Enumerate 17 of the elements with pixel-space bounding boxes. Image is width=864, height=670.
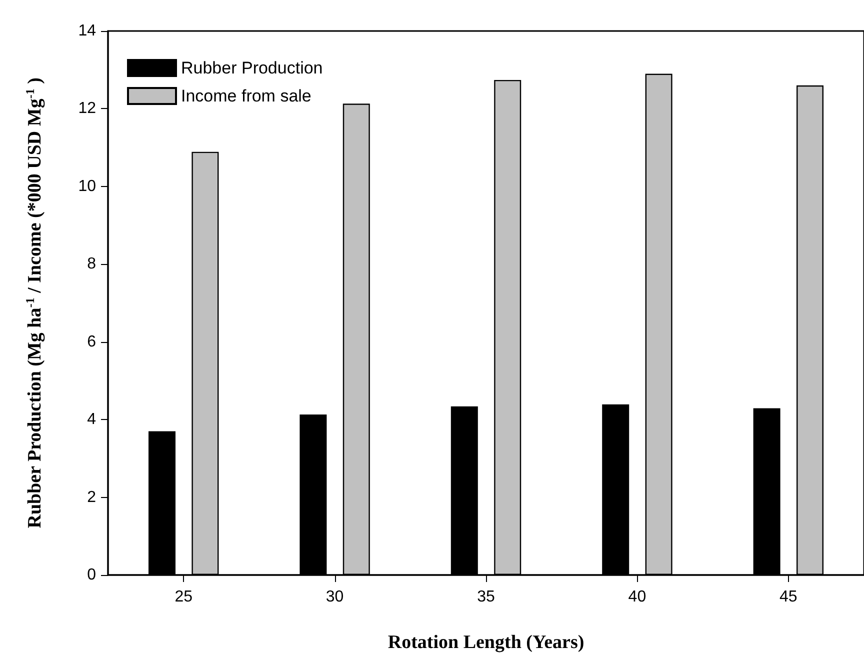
legend-label: Rubber Production: [181, 58, 323, 78]
x-tick-label: 45: [780, 588, 798, 606]
x-axis-title: Rotation Length (Years): [388, 632, 584, 653]
y-tick-label: 8: [87, 256, 96, 273]
y-tick-label: 4: [87, 411, 96, 428]
y-tick-label: 2: [87, 488, 96, 506]
y-axis-title: Rubber Production (Mg ha-1 / Income (*000 USD Mg-1 ): [23, 78, 46, 528]
x-tick-label: 25: [174, 588, 193, 606]
y-tick-label: 0: [87, 566, 96, 584]
x-tick-label: 40: [628, 588, 646, 606]
y-tick-label: 14: [78, 22, 96, 40]
y-tick-label: 12: [78, 100, 96, 118]
x-tick-label: 30: [326, 588, 344, 606]
y-tick-label: 6: [87, 333, 96, 350]
x-tick-label: 35: [477, 588, 495, 606]
y-tick-label: 10: [78, 178, 96, 195]
legend-label: Income from sale: [181, 86, 312, 106]
